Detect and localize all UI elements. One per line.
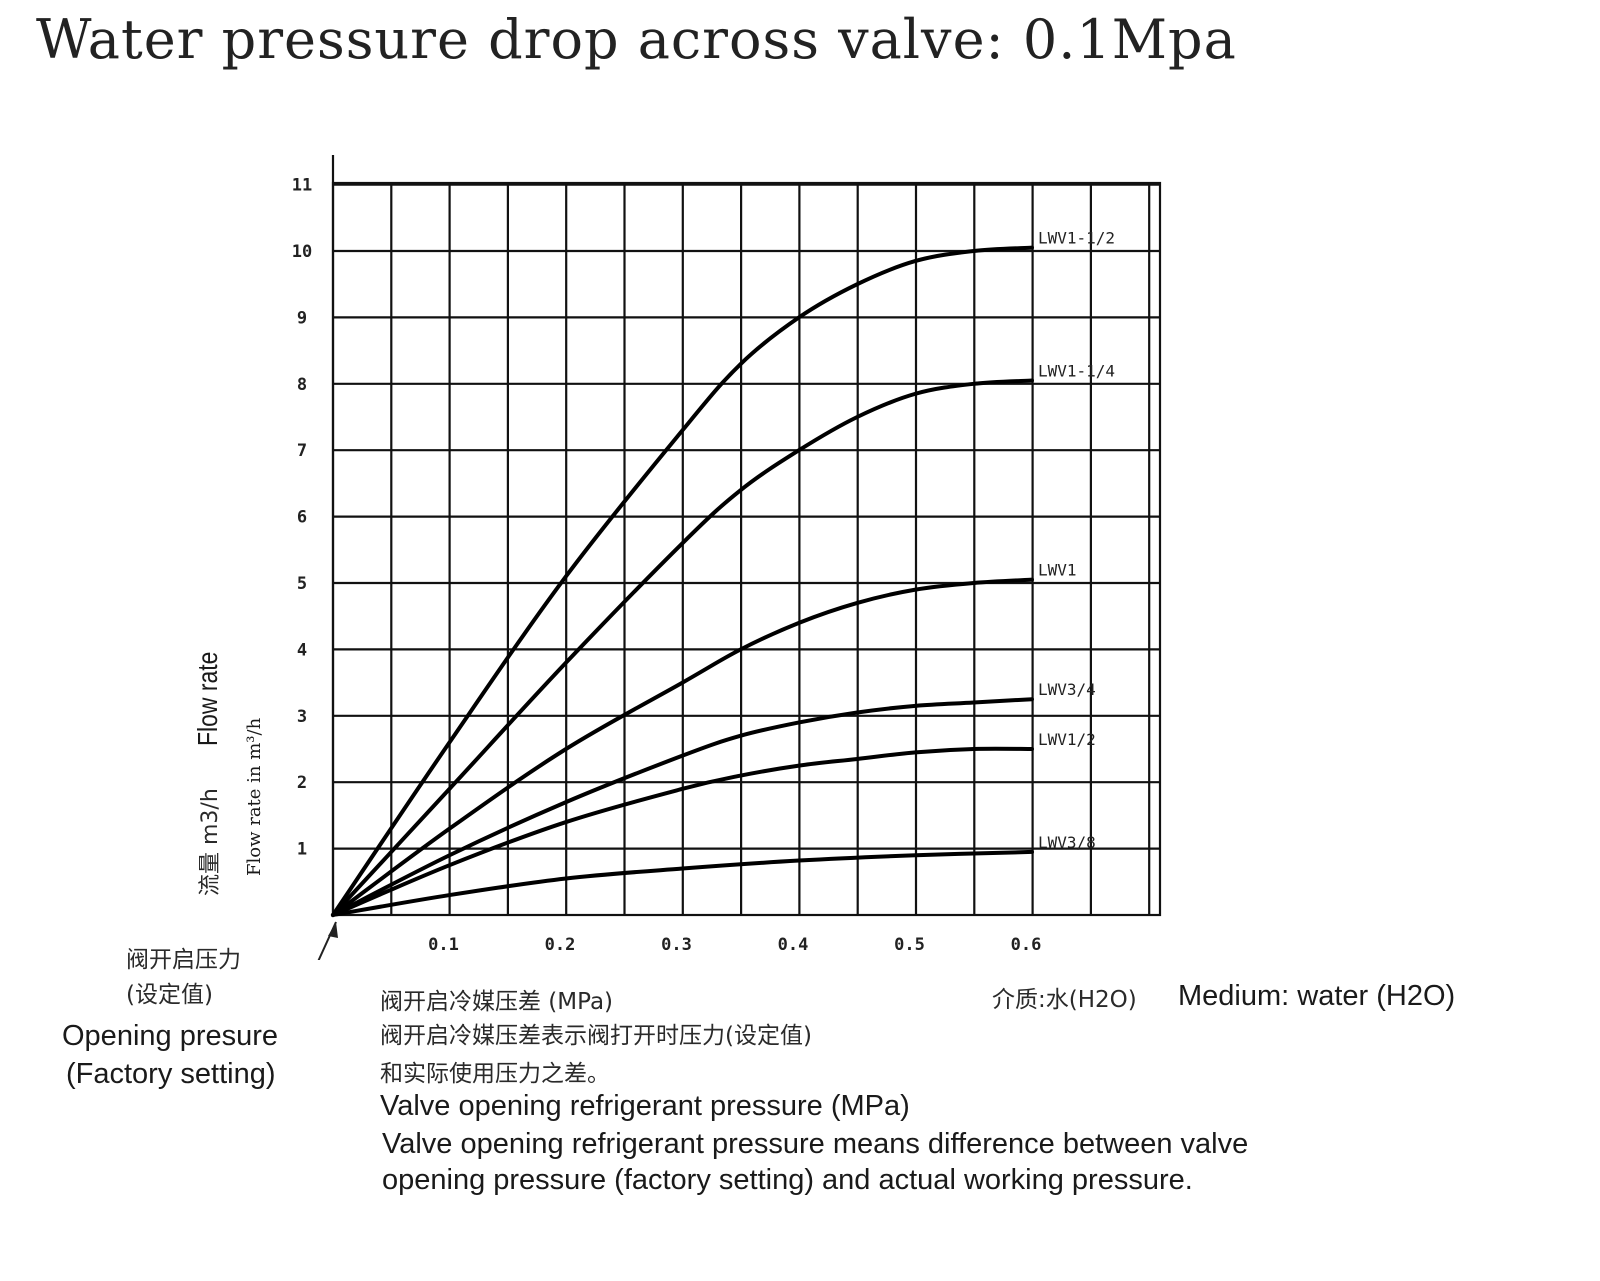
series-label: LWV3/8	[1038, 833, 1096, 852]
series-line-lwv1	[331, 577, 1034, 917]
series-label: LWV1	[1038, 561, 1077, 580]
curves	[331, 245, 1034, 917]
page-title: Water pressure drop across valve: 0.1Mpa	[36, 8, 1237, 71]
series-label: LWV1-1/2	[1038, 229, 1115, 248]
x-axis-label-en: Valve opening refrigerant pressure (MPa)	[380, 1090, 910, 1122]
y-tick-label: 7	[297, 441, 307, 461]
y-axis-label: Flow rate 流量 m3/h Flow rate in m³/h	[192, 600, 282, 900]
medium-label-cn: 介质:水(H2O)	[992, 987, 1137, 1013]
x-tick-label: 0.3	[661, 935, 692, 955]
y-tick-label: 2	[297, 773, 307, 793]
x-axis-note-en-line1: Valve opening refrigerant pressure means…	[382, 1128, 1249, 1160]
y-axis-label-cn: 流量 m3/h	[198, 788, 223, 896]
series-line-lwv3-4	[331, 697, 1034, 917]
series-labels: LWV1-1/2 LWV1-1/4 LWV1 LWV3/4 LWV1/2 LWV3/8	[1038, 229, 1115, 852]
y-tick-label: 4	[297, 640, 307, 660]
y-tick-label: 9	[297, 308, 307, 328]
plot-frame	[331, 181, 1162, 917]
flow-rate-chart: 1 2 3 4 5 6 7 8 9 10 11 0.1 0.2 0.3 0.4 0.5 0.6 LWV1-1/2…	[292, 155, 1162, 960]
y-tick-label: 5	[297, 574, 307, 594]
series-line-lwv3-8	[331, 849, 1034, 917]
opening-pressure-en-line1: Opening presure	[62, 1020, 279, 1052]
medium-label-en: Medium: water (H2O)	[1178, 980, 1456, 1012]
x-axis-label-cn: 阀开启冷媒压差 (MPa)	[380, 989, 614, 1015]
y-axis-label-en-small: Flow rate in m³/h	[244, 717, 265, 876]
x-axis-note-en-line2: opening pressure (factory setting) and a…	[382, 1164, 1193, 1196]
x-tick-label: 0.5	[894, 935, 925, 955]
opening-pressure-cn-line2: (设定值)	[126, 982, 213, 1008]
opening-pressure-arrowhead	[328, 922, 338, 938]
series-label: LWV3/4	[1038, 680, 1096, 699]
x-axis-note-cn-line1: 阀开启冷媒压差表示阀打开时压力(设定值)	[380, 1023, 812, 1049]
y-tick-label: 6	[297, 508, 307, 528]
x-tick-label: 0.1	[428, 935, 459, 955]
y-axis-label-en: Flow rate	[192, 651, 223, 746]
y-tick-label: 3	[297, 707, 307, 727]
x-tick-label: 0.2	[545, 935, 576, 955]
opening-pressure-cn-line1: 阀开启压力	[126, 947, 241, 973]
opening-pressure-pointer	[317, 921, 337, 960]
axis-ticks: 1 2 3 4 5 6 7 8 9 10 11 0.1 0.2 0.3 0.4 0.5 0.6	[292, 176, 1042, 955]
y-tick-label: 1	[297, 840, 307, 860]
series-label: LWV1-1/4	[1038, 361, 1115, 380]
series-label: LWV1/2	[1038, 730, 1096, 749]
x-tick-label: 0.6	[1011, 935, 1042, 955]
series-line-lwv1-1-2	[331, 245, 1034, 917]
series-line-lwv1-2	[331, 746, 1034, 917]
chart-grid	[331, 155, 1162, 917]
x-axis-note-cn-line2: 和实际使用压力之差。	[380, 1061, 610, 1087]
opening-pressure-en-line2: (Factory setting)	[66, 1058, 276, 1090]
y-tick-label: 8	[297, 375, 307, 395]
x-tick-label: 0.4	[778, 935, 809, 955]
y-tick-label: 10	[292, 242, 312, 262]
series-line-lwv1-1-4	[331, 378, 1034, 917]
y-tick-label: 11	[292, 176, 312, 196]
